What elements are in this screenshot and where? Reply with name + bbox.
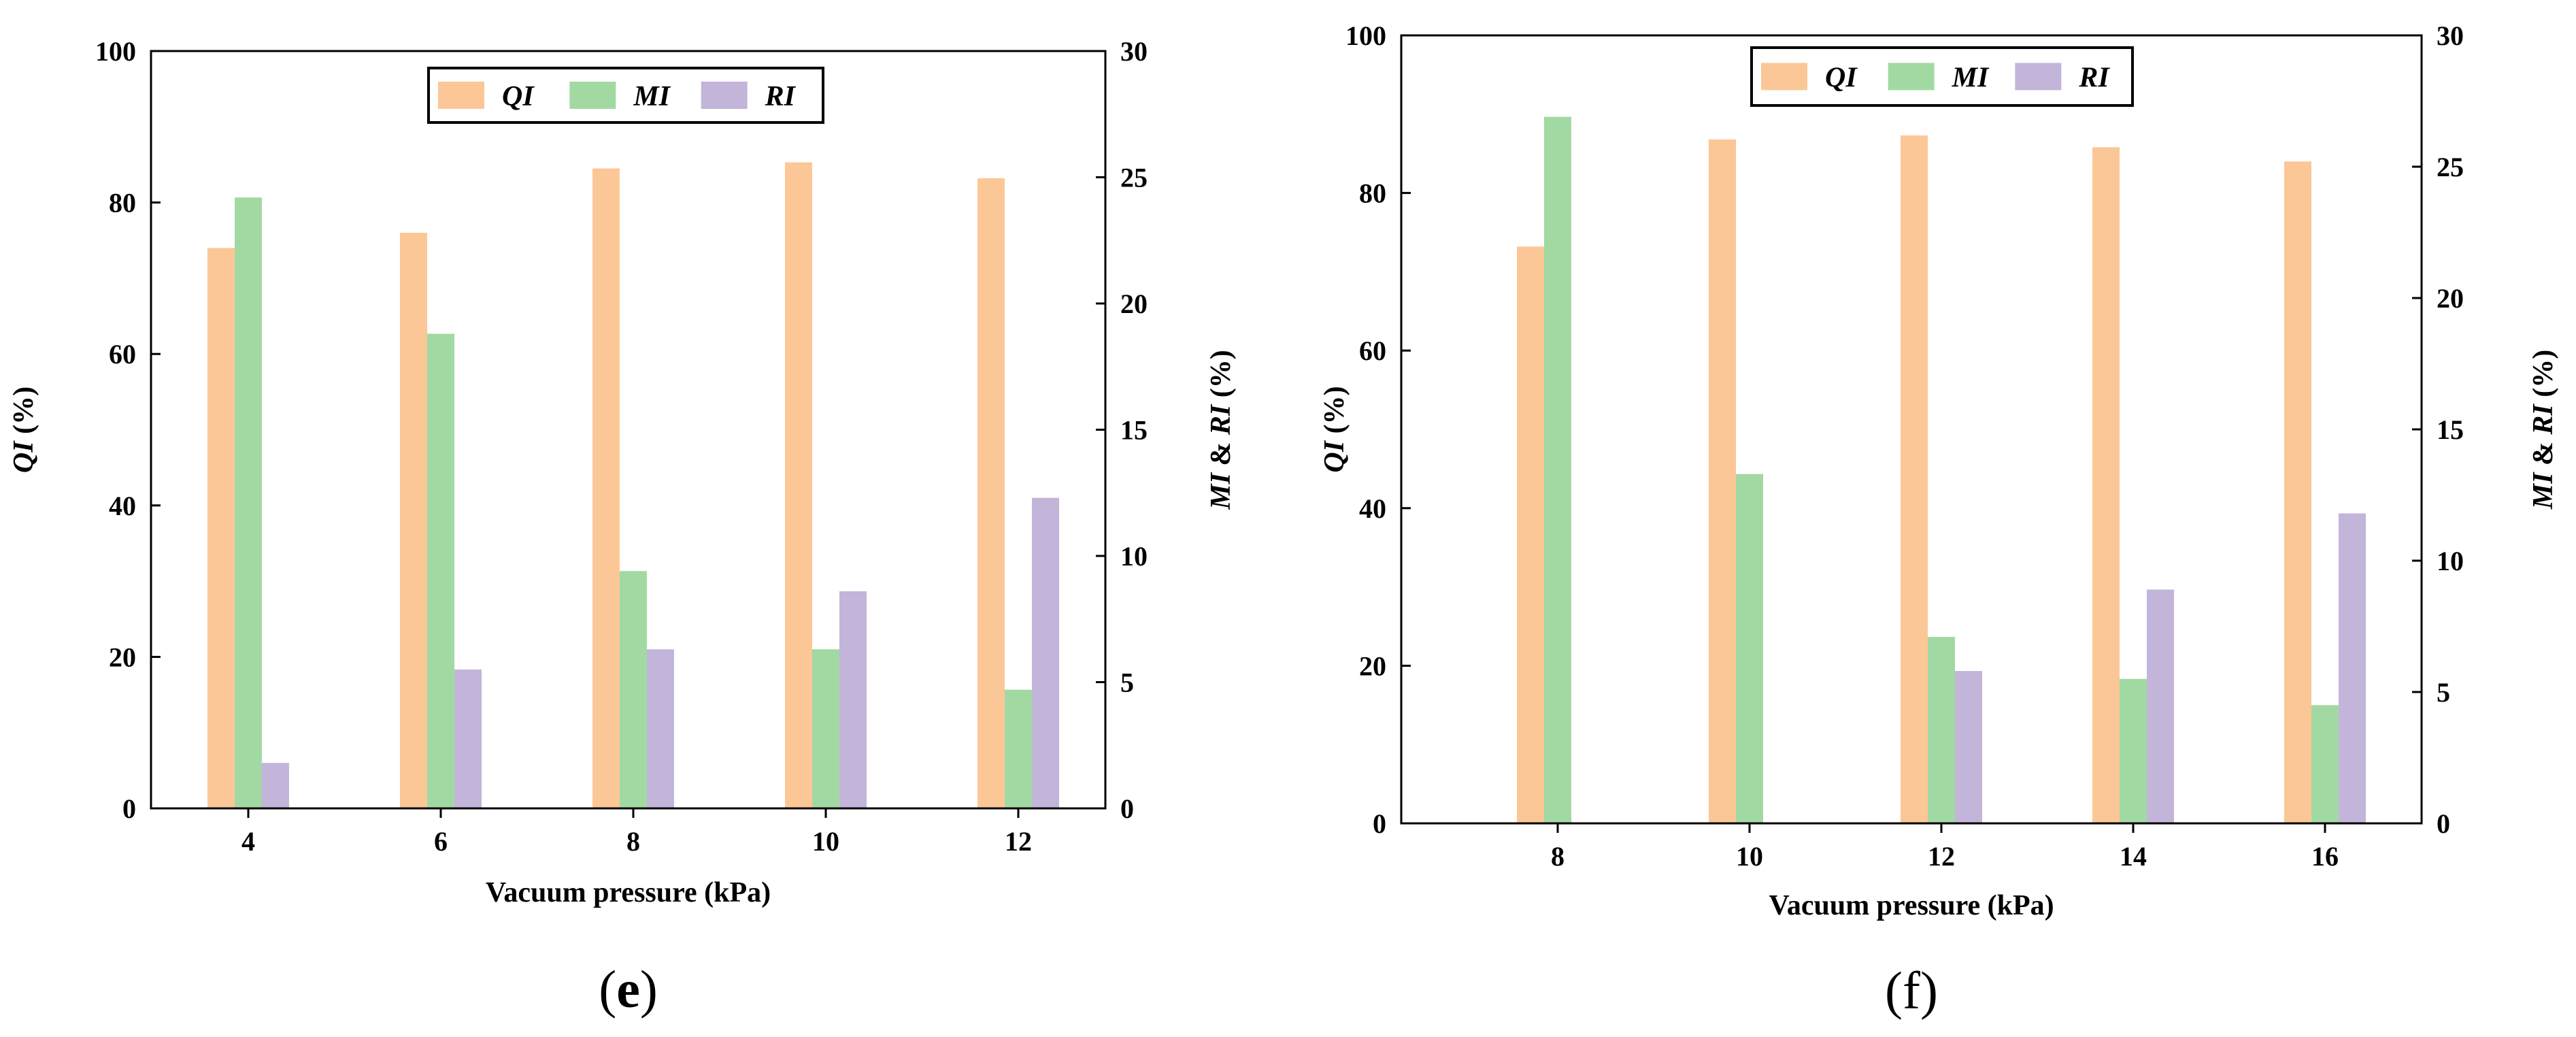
legend-swatch-ri (701, 82, 748, 109)
right-y-tick-label: 30 (2437, 20, 2464, 51)
bar-mi-10 (1736, 474, 1763, 823)
panel-label-close-paren: ) (640, 959, 658, 1019)
x-tick-label: 16 (2311, 841, 2339, 872)
right-y-tick-label: 5 (2437, 677, 2450, 708)
bar-qi-4 (207, 248, 235, 808)
right-y-tick-label: 15 (2437, 414, 2464, 445)
left-y-tick-label: 0 (1373, 808, 1386, 839)
x-axis-title: Vacuum pressure (kPa) (486, 877, 771, 908)
bar-qi-10 (1709, 139, 1736, 823)
left-y-axis-title: QI (%) (1319, 386, 1350, 472)
legend-label-ri: RI (2078, 63, 2110, 94)
legend-swatch-qi (438, 82, 484, 109)
x-tick-label: 4 (241, 826, 255, 857)
panel-label: (f) (1885, 961, 1938, 1020)
x-tick-label: 6 (434, 826, 448, 857)
right-y-tick-label: 30 (1120, 36, 1148, 67)
legend-box (427, 67, 824, 124)
bar-qi-12 (1901, 135, 1928, 824)
bar-ri-16 (2339, 513, 2366, 823)
left-y-tick-label: 60 (1359, 335, 1386, 366)
bar-qi-8 (592, 168, 620, 808)
left-y-tick-label: 60 (109, 339, 136, 369)
x-tick-label: 10 (812, 826, 839, 857)
legend: QI MI RI (1750, 46, 2134, 107)
legend-swatch-qi (1761, 63, 1807, 90)
left-y-tick-label: 40 (1359, 493, 1386, 524)
right-y-tick-label: 15 (1120, 415, 1148, 446)
right-y-tick-label: 20 (2437, 283, 2464, 314)
x-tick-label: 8 (626, 826, 640, 857)
right-y-tick-label: 10 (2437, 546, 2464, 576)
x-tick-label: 12 (1928, 841, 1955, 872)
right-y-tick-label: 0 (2437, 808, 2450, 839)
bar-mi-8 (620, 571, 647, 808)
left-y-axis-title: QI (%) (8, 386, 39, 473)
panel-label-close-paren: ) (1920, 961, 1938, 1020)
legend-label-mi: MI (1952, 63, 1990, 94)
right-y-tick-label: 20 (1120, 289, 1148, 319)
legend-label-ri: RI (765, 81, 797, 112)
legend-swatch-ri (2015, 63, 2062, 90)
x-tick-label: 10 (1736, 841, 1763, 872)
bar-mi-4 (235, 197, 262, 808)
chart-panel-2: 0 20 40 60 80 100 0 5 10 15 20 25 30 8 10 12 14 16 Vacuum … (1319, 20, 2559, 1020)
bar-qi-6 (400, 233, 427, 808)
right-y-axis-title: MI & RI (%) (2528, 350, 2559, 510)
bar-ri-8 (647, 649, 674, 808)
right-y-tick-label: 25 (2437, 152, 2464, 182)
legend-label-qi: QI (1825, 63, 1858, 94)
left-y-tick-label: 80 (1359, 178, 1386, 209)
panel-label: (e) (599, 959, 658, 1019)
chart-panel-1: 0 20 40 60 80 100 0 5 10 15 20 25 30 4 6 8 10 12 Vacuum pr… (8, 36, 1237, 1019)
left-y-tick-label: 100 (95, 36, 136, 67)
bar-mi-6 (427, 333, 454, 808)
bar-ri-10 (839, 591, 867, 808)
bar-ri-12 (1955, 671, 1982, 823)
x-tick-label: 14 (2120, 841, 2147, 872)
right-y-axis-title: MI & RI (%) (1205, 350, 1237, 510)
bar-ri-12 (1032, 497, 1059, 808)
left-y-tick-label: 20 (109, 642, 136, 672)
legend-swatch-mi (1888, 63, 1935, 90)
bar-qi-10 (785, 162, 812, 809)
left-y-tick-label: 40 (109, 491, 136, 521)
panel-label-open-paren: ( (599, 959, 616, 1019)
bar-mi-10 (812, 649, 839, 808)
right-y-tick-label: 10 (1120, 541, 1148, 572)
right-y-tick-label: 0 (1120, 793, 1134, 824)
x-tick-label: 12 (1005, 826, 1032, 857)
legend-swatch-mi (569, 82, 616, 109)
left-y-tick-label: 20 (1359, 651, 1386, 681)
panel-label-letter: e (616, 959, 640, 1019)
x-tick-label: 8 (1551, 841, 1565, 872)
bar-ri-14 (2147, 589, 2174, 823)
x-axis-title: Vacuum pressure (kPa) (1769, 890, 2054, 921)
left-y-tick-label: 100 (1345, 20, 1386, 51)
legend-box (1750, 46, 2134, 107)
bar-mi-12 (1928, 636, 1955, 823)
bar-ri-4 (262, 763, 289, 808)
legend-label-mi: MI (633, 81, 671, 112)
bar-qi-16 (2284, 161, 2311, 823)
bar-ri-6 (454, 669, 482, 808)
right-y-tick-label: 25 (1120, 163, 1148, 193)
legend: QI MI RI (427, 67, 824, 124)
bar-qi-8 (1517, 246, 1544, 823)
left-y-tick-label: 80 (109, 188, 136, 218)
left-y-tick-label: 0 (122, 793, 136, 824)
panel-label-letter: f (1903, 961, 1920, 1020)
legend-label-qi: QI (502, 81, 535, 112)
bar-qi-14 (2092, 147, 2120, 823)
panel-label-open-paren: ( (1885, 961, 1903, 1020)
bar-mi-16 (2311, 705, 2339, 823)
right-y-tick-label: 5 (1120, 668, 1134, 698)
bar-mi-14 (2120, 678, 2147, 823)
bar-mi-8 (1544, 116, 1571, 823)
bar-mi-12 (1005, 689, 1032, 808)
bar-qi-12 (977, 178, 1005, 808)
